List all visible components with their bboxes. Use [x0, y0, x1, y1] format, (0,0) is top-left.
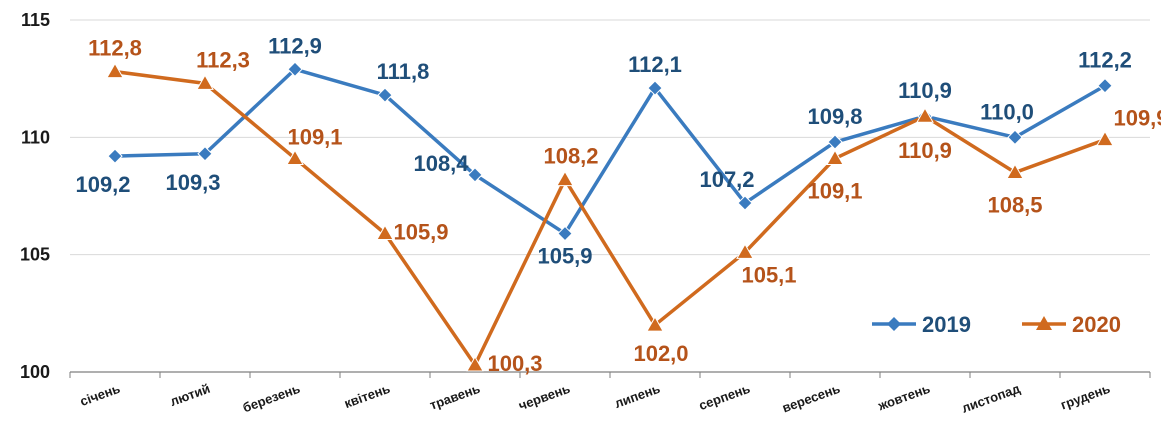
series-line-2020	[114, 69, 1106, 367]
data-label-2019-7: 107,2	[699, 167, 754, 192]
marker-2020-5	[556, 170, 574, 187]
x-axis: січень лютий березень квітень травень червень…	[78, 380, 1112, 415]
marker-2019-10	[1007, 129, 1023, 146]
data-label-2020-9: 110,9	[898, 138, 952, 163]
marker-2020-3	[376, 224, 394, 241]
marker-2019-4	[467, 167, 483, 183]
y-tick-label-105: 105	[20, 245, 50, 265]
data-label-2020-11: 109,9	[1113, 106, 1161, 131]
legend-label-2019: 2019	[922, 312, 971, 337]
marker-2019-5	[557, 225, 573, 242]
data-label-2020-2: 109,1	[287, 124, 342, 149]
data-label-2019-8: 109,8	[807, 104, 862, 129]
data-labels: 109,2 109,3 112,9 111,8 108,4 105,9 112,1 107,2…	[75, 33, 1161, 376]
marker-2020-7	[736, 243, 754, 259]
legend: 2019 2020	[872, 312, 1121, 337]
marker-2020-0	[106, 62, 124, 79]
x-tick-label-4: травень	[428, 381, 482, 413]
marker-2019-8	[827, 134, 843, 150]
marker-2020-6	[646, 316, 664, 332]
data-label-2020-3: 105,9	[393, 220, 448, 245]
data-label-2020-8: 109,1	[807, 178, 862, 203]
y-axis: 100 105 110 115	[20, 10, 50, 382]
data-label-2020-1: 112,3	[196, 47, 250, 72]
marker-2019-3	[377, 87, 393, 103]
x-tick-label-7: серпень	[697, 381, 752, 413]
marker-2019-11	[1097, 77, 1113, 94]
marker-2020-8	[826, 149, 844, 165]
data-label-2019-0: 109,2	[75, 172, 130, 197]
x-tick-label-11: грудень	[1059, 381, 1112, 413]
data-label-2020-10: 108,5	[987, 193, 1042, 218]
data-label-2020-6: 102,0	[633, 341, 688, 366]
marker-2019-1	[197, 146, 213, 162]
data-label-2019-10: 110,0	[980, 99, 1034, 124]
legend-marker-2019	[887, 317, 901, 331]
y-tick-label-110: 110	[21, 127, 50, 147]
data-label-2019-11: 112,2	[1078, 48, 1132, 73]
marker-2020-9	[916, 107, 934, 123]
x-tick-label-8: вересень	[780, 381, 842, 416]
data-label-2019-9: 110,9	[898, 78, 952, 103]
y-tick-label-115: 115	[21, 10, 50, 30]
marker-2019-7	[737, 195, 753, 211]
x-tick-label-0: січень	[78, 381, 122, 409]
legend-marker-2020	[1036, 316, 1052, 330]
series-line-2019	[114, 67, 1106, 236]
marker-2020-2	[286, 149, 304, 165]
marker-2020-10	[1006, 163, 1024, 180]
marker-2020-4	[466, 355, 484, 372]
marker-2019-0	[107, 148, 123, 164]
x-tick-label-6: липень	[613, 381, 662, 411]
x-tick-label-2: березень	[241, 381, 302, 416]
marker-2020-11	[1096, 130, 1114, 147]
x-tick-label-1: лютий	[168, 381, 212, 409]
data-label-2019-5: 105,9	[537, 244, 592, 269]
legend-label-2020: 2020	[1072, 312, 1121, 337]
marker-2019-2	[287, 61, 303, 77]
marker-2020-1	[196, 74, 214, 90]
data-label-2019-4: 108,4	[413, 151, 469, 176]
series-lines	[114, 67, 1106, 367]
x-tick-label-9: жовтень	[875, 381, 932, 414]
x-tick-label-5: червень	[517, 381, 573, 413]
data-label-2019-1: 109,3	[165, 170, 220, 195]
data-label-2019-6: 112,1	[628, 52, 682, 77]
data-label-2020-4: 100,3	[487, 351, 542, 376]
data-label-2020-5: 108,2	[543, 144, 598, 169]
y-tick-label-100: 100	[20, 362, 50, 382]
x-tick-label-3: квітень	[342, 381, 392, 411]
data-label-2020-7: 105,1	[741, 262, 796, 287]
marker-2019-6	[647, 80, 663, 96]
series-markers	[106, 61, 1114, 372]
data-label-2019-3: 111,8	[377, 59, 430, 84]
x-tick-label-10: листопад	[960, 380, 1023, 415]
data-label-2019-2: 112,9	[268, 33, 322, 58]
data-label-2020-0: 112,8	[88, 36, 142, 61]
